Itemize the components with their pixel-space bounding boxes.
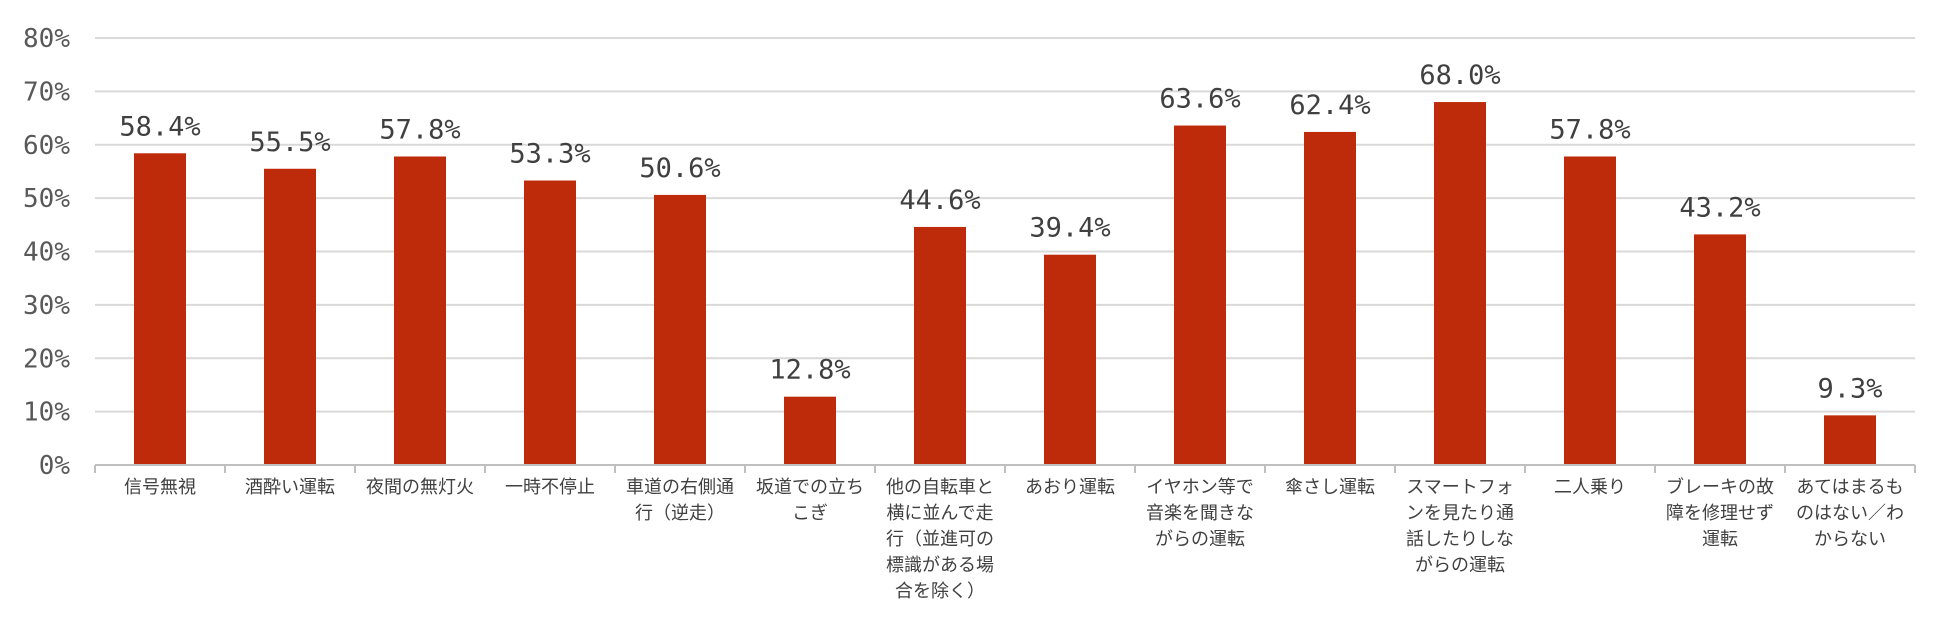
y-tick-label: 80% bbox=[23, 24, 70, 54]
x-tick-label-line: 信号無視 bbox=[124, 477, 196, 498]
bars bbox=[134, 102, 1876, 466]
x-tick-label-line: 酒酔い運転 bbox=[245, 477, 335, 498]
x-tick-label: 一時不停止 bbox=[505, 477, 595, 498]
y-axis-tick-labels: 0% 10% 20% 30% 40% 50% 60% 70% 80% bbox=[23, 24, 70, 481]
y-tick-label: 40% bbox=[23, 238, 70, 268]
x-tick-label-line: 横に並んで走 bbox=[886, 503, 993, 524]
y-tick-label: 30% bbox=[23, 291, 70, 321]
data-label: 55.5% bbox=[249, 127, 330, 158]
y-tick-label: 50% bbox=[23, 184, 70, 214]
x-tick-label: 坂道での立ちこぎ bbox=[756, 477, 864, 524]
x-tick-label-line: 行（並進可の bbox=[886, 529, 994, 550]
x-tick-label-line: 二人乗り bbox=[1554, 477, 1626, 498]
bar bbox=[264, 168, 316, 466]
data-label: 62.4% bbox=[1289, 90, 1370, 121]
bar bbox=[654, 194, 706, 466]
x-tick-label: スマートフォンを見たり通話したりしながらの運転 bbox=[1406, 477, 1514, 576]
x-tick-label: ブレーキの故障を修理せず運転 bbox=[1666, 476, 1774, 550]
y-tick-label: 10% bbox=[23, 398, 70, 428]
x-tick-label: 信号無視 bbox=[124, 477, 196, 498]
x-tick-label-line: がらの運転 bbox=[1155, 529, 1245, 550]
x-axis-category-labels: 信号無視 酒酔い運転 夜間の無灯火 一時不停止 車道の右側通行（逆走）坂道での立ちこぎ他… bbox=[124, 476, 1904, 602]
x-tick-label-line: 行（逆走） bbox=[635, 503, 725, 524]
x-tick-label-line: からない bbox=[1814, 529, 1886, 550]
data-labels: 58.4% 55.5% 57.8% 53.3% 50.6% 12.8% 44.6% 39.4%… bbox=[119, 60, 1882, 404]
data-label: 44.6% bbox=[899, 185, 980, 216]
x-tick-label-line: 標識がある場 bbox=[886, 555, 994, 576]
data-label: 57.8% bbox=[1549, 114, 1630, 145]
y-tick-label: 60% bbox=[23, 131, 70, 161]
bar bbox=[1694, 234, 1746, 465]
bar bbox=[1304, 131, 1356, 465]
x-tick-label-line: 話したりしな bbox=[1406, 529, 1514, 550]
x-tick-label: 酒酔い運転 bbox=[245, 477, 335, 498]
data-label: 63.6% bbox=[1159, 84, 1240, 115]
x-tick-label-line: がらの運転 bbox=[1415, 555, 1505, 576]
x-tick-label: 傘さし運転 bbox=[1285, 477, 1375, 498]
x-tick-label: あてはまるものはない／わからない bbox=[1796, 477, 1904, 550]
bar bbox=[1174, 125, 1226, 465]
bar bbox=[914, 226, 966, 465]
data-label: 12.8% bbox=[769, 355, 850, 386]
data-label: 58.4% bbox=[119, 111, 200, 142]
bar bbox=[1824, 415, 1876, 465]
x-tick-label-line: 障を修理せず bbox=[1666, 503, 1774, 524]
x-tick-label-line: 音楽を聞きな bbox=[1146, 503, 1254, 524]
x-tick-label-line: 一時不停止 bbox=[505, 477, 595, 498]
x-tick-label-line: ンを見たり通 bbox=[1406, 503, 1514, 524]
x-tick-label: あおり運転 bbox=[1025, 477, 1115, 498]
x-tick-label: 夜間の無灯火 bbox=[366, 477, 474, 498]
bar bbox=[1564, 156, 1616, 465]
data-label: 50.6% bbox=[639, 153, 720, 184]
x-tick-label: 他の自転車と横に並んで走行（並進可の標識がある場合を除く） bbox=[886, 477, 994, 602]
x-tick-label-line: のはない／わ bbox=[1796, 503, 1904, 524]
data-label: 9.3% bbox=[1817, 373, 1882, 404]
x-tick-label-line: 運転 bbox=[1702, 529, 1738, 550]
x-tick-label-line: ブレーキの故 bbox=[1666, 476, 1774, 498]
x-tick-label-line: 他の自転車と bbox=[886, 477, 994, 498]
x-tick-label-line: 車道の右側通 bbox=[626, 477, 734, 498]
bar bbox=[524, 180, 576, 466]
x-tick-label-line: あてはまるも bbox=[1796, 477, 1903, 498]
y-tick-label: 20% bbox=[23, 344, 70, 374]
bar bbox=[1434, 102, 1486, 466]
x-tick-label-line: 坂道での立ち bbox=[756, 477, 864, 498]
bar bbox=[784, 396, 836, 465]
data-label: 39.4% bbox=[1029, 213, 1110, 244]
bar bbox=[1044, 254, 1096, 465]
y-tick-label: 70% bbox=[23, 77, 70, 107]
bar bbox=[134, 153, 186, 466]
bar bbox=[394, 156, 446, 465]
x-tick-label-line: あおり運転 bbox=[1025, 477, 1115, 498]
data-label: 57.8% bbox=[379, 114, 460, 145]
x-tick-label-line: 傘さし運転 bbox=[1285, 477, 1375, 498]
x-tick-label-line: 夜間の無灯火 bbox=[366, 477, 474, 498]
y-tick-label: 0% bbox=[39, 451, 71, 481]
x-tick-label: 車道の右側通行（逆走） bbox=[626, 477, 734, 524]
data-label: 43.2% bbox=[1679, 192, 1760, 223]
x-tick-label: イヤホン等で音楽を聞きながらの運転 bbox=[1146, 477, 1254, 550]
x-tick-label-line: こぎ bbox=[792, 503, 828, 524]
x-tick-label-line: スマートフォ bbox=[1406, 477, 1513, 498]
x-tick-label-line: イヤホン等で bbox=[1146, 477, 1253, 498]
gridlines bbox=[95, 37, 1915, 413]
data-label: 53.3% bbox=[509, 139, 590, 170]
x-tick-label-line: 合を除く） bbox=[895, 581, 985, 602]
x-tick-label: 二人乗り bbox=[1554, 477, 1626, 498]
x-axis bbox=[94, 464, 1916, 473]
data-label: 68.0% bbox=[1419, 60, 1500, 91]
